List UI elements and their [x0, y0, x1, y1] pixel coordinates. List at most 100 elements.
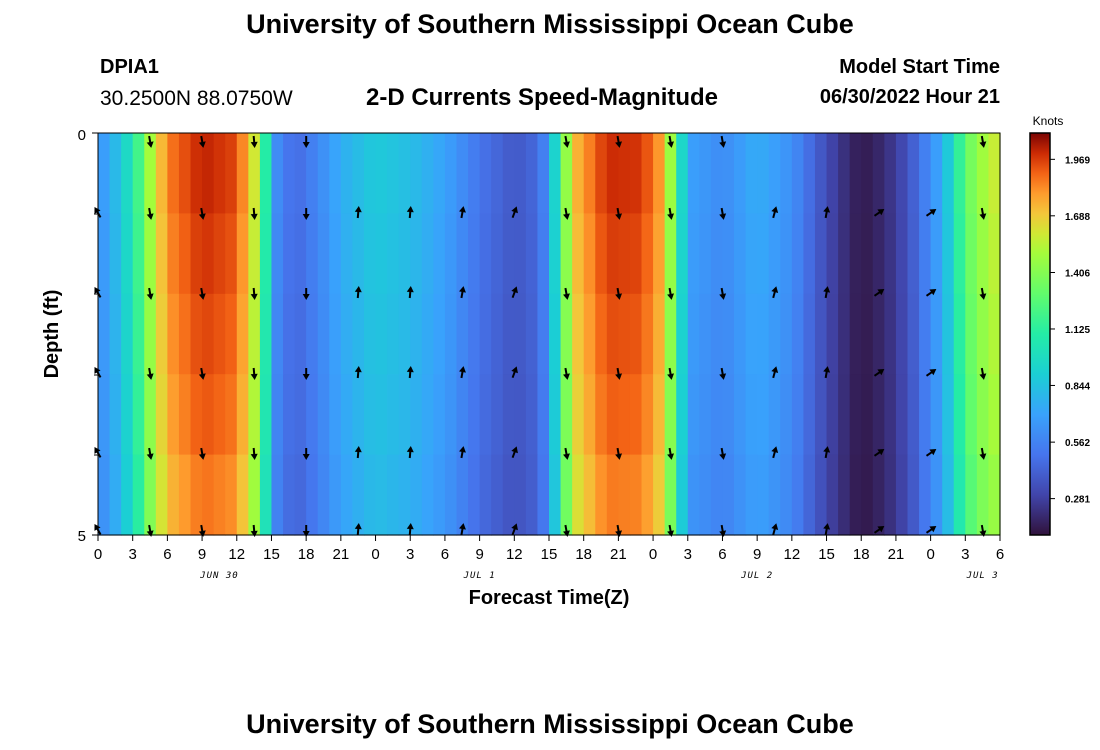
- heatmap-cell: [479, 293, 492, 375]
- heatmap-cell: [479, 213, 492, 295]
- heatmap-cell: [687, 454, 700, 536]
- heatmap-cell: [283, 454, 296, 536]
- heatmap-cell: [271, 374, 284, 456]
- current-arrow: [615, 524, 623, 537]
- heatmap-cell: [861, 213, 874, 295]
- current-arrow: [198, 524, 206, 537]
- heatmap-cell: [144, 213, 157, 295]
- heatmap-cell: [271, 454, 284, 536]
- heatmap-cell: [595, 454, 608, 536]
- current-arrow: [563, 207, 570, 220]
- heatmap-cell: [537, 454, 550, 536]
- heatmap-cell: [421, 374, 434, 456]
- heatmap-cell: [375, 293, 388, 375]
- heatmap-cell: [132, 454, 145, 536]
- heatmap-cell: [907, 454, 920, 536]
- current-arrow: [615, 207, 623, 220]
- current-arrow: [719, 447, 727, 460]
- heatmap-cell: [236, 454, 249, 536]
- heatmap-cell: [502, 213, 515, 295]
- x-tick-label: 18: [298, 546, 315, 563]
- heatmap-cell: [757, 213, 770, 295]
- heatmap-cell: [549, 213, 562, 295]
- heatmap-cell: [352, 213, 365, 295]
- heatmap-cell: [710, 133, 724, 214]
- heatmap-cell: [144, 293, 157, 375]
- heatmap-cell: [294, 374, 307, 456]
- heatmap-cell: [560, 293, 573, 375]
- x-date-label: JUL 1: [463, 571, 496, 581]
- heatmap-cell: [803, 454, 816, 536]
- current-arrow: [667, 287, 675, 300]
- heatmap-cell: [363, 213, 377, 295]
- heatmap-cell: [410, 293, 423, 375]
- heatmap-cell: [826, 374, 839, 456]
- current-arrow: [459, 366, 466, 379]
- heatmap-cell: [398, 133, 411, 214]
- heatmap-cell: [410, 213, 423, 295]
- heatmap-cell: [907, 213, 920, 295]
- heatmap-cell: [491, 374, 504, 456]
- heatmap-cell: [433, 133, 446, 214]
- heatmap-cell: [919, 374, 932, 456]
- current-arrow: [979, 367, 987, 380]
- heatmap-cell: [884, 374, 897, 456]
- heatmap-cell: [572, 133, 585, 214]
- heatmap-cell: [710, 213, 724, 295]
- heatmap-cell: [606, 293, 619, 375]
- current-arrow: [771, 366, 779, 379]
- heatmap-cell: [259, 133, 273, 214]
- heatmap-cell: [976, 133, 990, 214]
- heatmap-cell: [803, 374, 816, 456]
- heatmap-cell: [317, 133, 330, 214]
- heatmap-cell: [132, 213, 145, 295]
- colorbar-tick-label: 1.688: [1065, 212, 1090, 223]
- heatmap-cell: [722, 293, 735, 375]
- heatmap-cell: [387, 293, 400, 375]
- x-tick-label: 3: [961, 546, 969, 563]
- current-arrow: [511, 446, 518, 459]
- heatmap-cell: [618, 133, 631, 214]
- heatmap-cell: [826, 133, 839, 214]
- x-tick-label: 6: [441, 546, 449, 563]
- current-arrow: [823, 366, 831, 379]
- heatmap-cell: [491, 133, 504, 214]
- heatmap-cell: [421, 213, 434, 295]
- heatmap-cell: [722, 374, 735, 456]
- current-arrow: [511, 286, 518, 299]
- colorbar-tick-label: 0.844: [1065, 381, 1090, 392]
- heatmap-cell: [895, 293, 909, 375]
- heatmap-cell: [225, 213, 238, 295]
- x-tick-label: 3: [129, 546, 137, 563]
- heatmap-cell: [525, 213, 539, 295]
- heatmap-cell: [768, 293, 781, 375]
- current-arrow: [771, 206, 779, 219]
- heatmap-cell: [155, 133, 168, 214]
- heatmap-cell: [930, 293, 943, 375]
- heatmap-cell: [109, 454, 122, 536]
- current-arrow: [354, 366, 362, 379]
- current-arrow: [459, 206, 466, 219]
- heatmap-cell: [699, 374, 712, 456]
- current-arrow: [771, 523, 779, 536]
- heatmap-cell: [560, 133, 573, 214]
- heatmap-cell: [514, 213, 527, 295]
- station-coordinates: 30.2500N 88.0750W: [100, 87, 293, 110]
- heatmap-cell: [583, 133, 596, 214]
- heatmap-cell: [444, 374, 458, 456]
- heatmap-cell: [132, 133, 145, 214]
- current-arrow: [459, 286, 466, 299]
- heatmap-cell: [363, 454, 377, 536]
- heatmap-cell: [98, 213, 111, 295]
- heatmap-cell: [525, 293, 539, 375]
- heatmap-cell: [814, 374, 828, 456]
- heatmap-cell: [919, 454, 932, 536]
- colorbar-tick-label: 0.281: [1065, 495, 1090, 506]
- heatmap-cell: [861, 133, 874, 214]
- heatmap-cell: [155, 213, 168, 295]
- heatmap-cell: [861, 454, 874, 536]
- current-arrow: [406, 286, 414, 299]
- heatmap-cell: [849, 374, 862, 456]
- heatmap-cell: [387, 374, 400, 456]
- heatmap-cell: [872, 293, 885, 375]
